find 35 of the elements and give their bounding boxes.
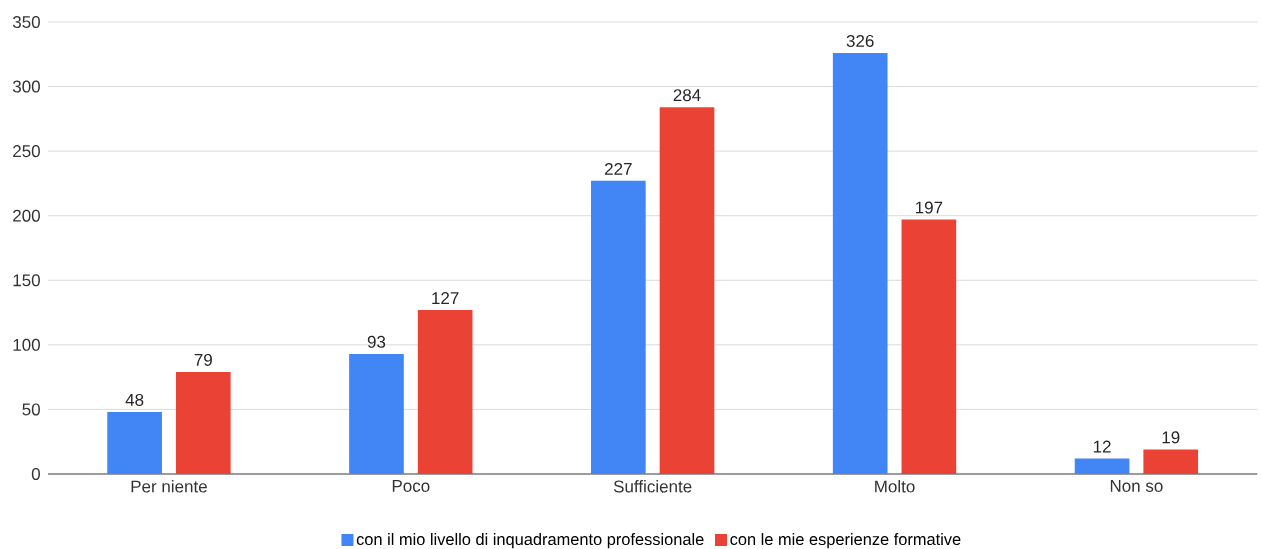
data-label: 79 [194,353,212,366]
data-label: 326 [846,34,874,47]
bar [1143,449,1199,474]
x-tick-label: Per niente [131,480,207,493]
legend-label: con le mie esperienze formative [730,533,961,549]
data-label: 19 [1162,431,1180,444]
y-tick-label: 50 [22,403,40,416]
bar [1074,458,1130,474]
bar [175,371,231,474]
data-label: 127 [432,292,459,304]
data-label: 197 [915,201,943,214]
y-tick-label: 0 [31,467,40,481]
data-label: 93 [367,335,386,348]
x-tick-label: Sufficiente [613,480,692,493]
bar [832,52,888,474]
legend-label: con il mio livello di inquadramento professionale [356,533,704,549]
data-label: 227 [605,162,632,175]
y-tick-label: 350 [12,15,40,29]
y-tick-label: 100 [13,338,40,351]
x-tick-label: Non so [1110,480,1163,492]
x-tick-label: Molto [875,480,915,493]
y-tick-label: 300 [12,80,40,93]
y-tick-label: 150 [13,274,40,287]
y-tick-label: 200 [13,209,40,222]
bar [107,412,162,474]
data-label: 48 [125,393,144,406]
bar [659,107,715,474]
x-tick-label: Poco [392,480,430,492]
bar [349,353,404,474]
y-tick-label: 250 [13,145,40,158]
bar [591,180,646,474]
bar [901,219,957,474]
data-label: 12 [1093,440,1111,453]
data-label: 284 [673,89,701,102]
bar [417,309,473,474]
